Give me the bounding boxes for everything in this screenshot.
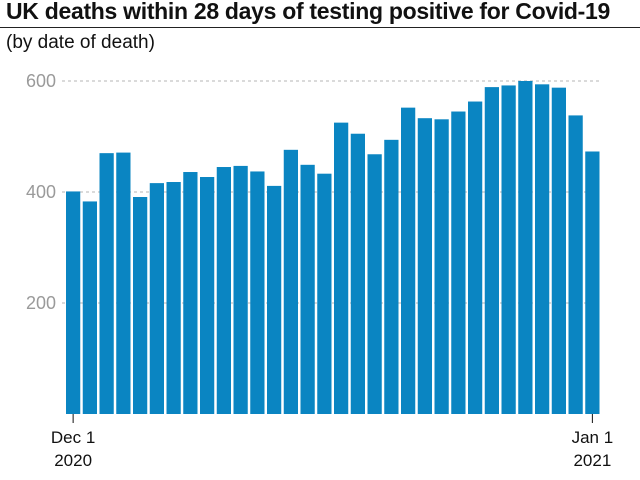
bar	[551, 87, 566, 414]
bar	[133, 197, 148, 414]
bar	[99, 153, 114, 414]
bar	[300, 164, 315, 414]
bar	[451, 111, 466, 415]
bar	[317, 173, 332, 414]
x-tick-year-label: 2020	[54, 451, 92, 470]
x-tick-year-label: 2021	[573, 451, 611, 470]
bar	[283, 149, 298, 414]
bar	[149, 183, 164, 414]
y-tick-label: 200	[26, 293, 56, 313]
bar	[216, 167, 231, 414]
bar	[501, 85, 516, 414]
bar	[200, 177, 215, 414]
bar	[82, 201, 97, 414]
bar	[166, 182, 181, 414]
bar	[367, 154, 382, 414]
bar	[250, 171, 265, 414]
x-tick-label: Jan 1	[572, 428, 614, 447]
bar	[267, 185, 282, 414]
bar	[484, 87, 499, 415]
bar	[233, 165, 248, 414]
chart-title: UK deaths within 28 days of testing posi…	[6, 0, 611, 24]
bar	[116, 152, 131, 414]
bar	[334, 122, 349, 415]
bars	[66, 81, 600, 415]
bar	[468, 101, 483, 414]
chart-subtitle: (by date of death)	[6, 32, 155, 53]
bar	[518, 81, 533, 414]
bar	[417, 118, 432, 414]
bar	[350, 133, 365, 415]
bar	[401, 107, 416, 414]
y-tick-label: 600	[26, 71, 56, 91]
x-axis: Dec 1 2020 Jan 1 2021	[51, 414, 613, 470]
x-tick-label: Dec 1	[51, 428, 95, 447]
bar	[66, 191, 81, 414]
y-tick-label: 400	[26, 182, 56, 202]
bar	[434, 119, 449, 415]
bar	[585, 151, 600, 415]
title-rule	[0, 27, 640, 28]
bar	[384, 139, 399, 414]
bar	[568, 115, 583, 414]
bar	[183, 172, 198, 414]
bar	[535, 84, 550, 414]
